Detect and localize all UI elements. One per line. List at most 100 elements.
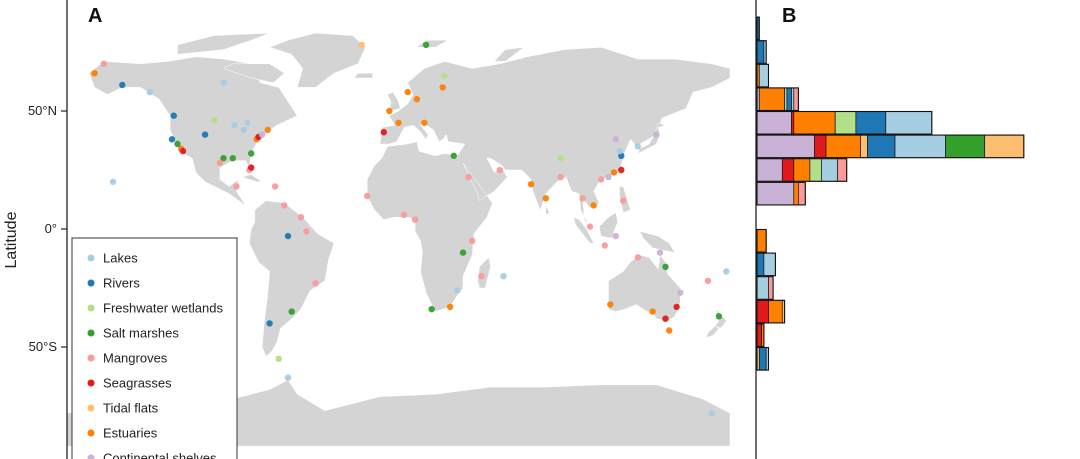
land-japan xyxy=(637,122,667,155)
bar-segment-seagrasses xyxy=(814,134,827,159)
bar-segment-continental-shelves xyxy=(756,111,792,135)
site-point-tidal-flats xyxy=(358,41,365,49)
bar-segment-seagrasses xyxy=(756,299,769,324)
site-point-freshwater-wetlands xyxy=(211,117,218,124)
site-point-mangroves xyxy=(557,173,564,181)
panel-b-histogram: B xyxy=(755,0,1025,459)
site-point-seagrasses xyxy=(662,315,669,322)
bar-segment-tidal-flats xyxy=(860,134,868,159)
legend-label: Salt marshes xyxy=(103,326,179,341)
land-cuba xyxy=(241,174,264,183)
bar-segment-mangroves xyxy=(837,158,848,182)
site-point-salt-marshes xyxy=(220,155,227,162)
site-point-mangroves xyxy=(281,202,288,209)
site-point-mangroves xyxy=(312,280,319,287)
bar-segment-estuaries xyxy=(793,111,836,135)
legend-swatch xyxy=(87,254,95,262)
site-points xyxy=(91,41,730,417)
site-point-continental-shelves xyxy=(259,131,266,138)
site-point-estuaries xyxy=(413,96,421,103)
site-point-lakes xyxy=(634,143,642,150)
site-point-lakes xyxy=(240,126,247,134)
site-point-rivers xyxy=(119,81,126,89)
site-point-lakes xyxy=(244,119,251,127)
site-point-estuaries xyxy=(386,107,393,115)
site-point-freshwater-wetlands xyxy=(441,72,448,79)
site-point-mangroves xyxy=(601,242,608,249)
bar-outline xyxy=(756,87,799,112)
site-point-estuaries xyxy=(610,169,618,176)
site-point-mangroves xyxy=(297,214,305,221)
site-point-mangroves xyxy=(469,237,476,244)
site-point-mangroves xyxy=(216,159,224,167)
land-baffin xyxy=(222,63,285,83)
bar-outline xyxy=(756,181,806,206)
legend-box xyxy=(71,237,238,459)
bar-segment-seagrasses xyxy=(781,158,795,182)
bar-segment-freshwater-wetlands xyxy=(834,111,857,135)
bar-segment-rivers xyxy=(855,111,887,135)
site-point-salt-marshes xyxy=(662,263,669,270)
site-point-mangroves xyxy=(400,211,408,218)
site-point-continental-shelves xyxy=(605,173,612,181)
site-point-lakes xyxy=(500,273,507,280)
site-point-lakes xyxy=(616,147,623,155)
land-sri-lanka xyxy=(545,205,550,216)
site-point-continental-shelves xyxy=(612,232,619,240)
land-svalbard xyxy=(416,39,449,48)
site-point-rivers xyxy=(266,320,273,327)
bar-segment-lakes xyxy=(763,252,776,277)
land-greenland xyxy=(268,32,366,88)
legend-swatch xyxy=(87,454,95,459)
site-point-rivers xyxy=(170,112,177,119)
site-point-lakes xyxy=(723,268,730,275)
bar-segment-salt-marshes xyxy=(945,134,986,159)
bar-segment-rivers xyxy=(867,134,896,159)
legend-label: Freshwater wetlands xyxy=(103,301,223,316)
panel-b-label: B xyxy=(782,5,796,27)
land-australia xyxy=(608,254,681,322)
bar-outline xyxy=(756,158,848,182)
legend-label: Mangroves xyxy=(103,351,168,366)
site-point-estuaries xyxy=(527,181,535,188)
site-point-estuaries xyxy=(607,301,614,308)
site-point-estuaries xyxy=(666,327,673,334)
bar-segment-estuaries xyxy=(768,299,783,324)
bar-outline xyxy=(756,110,933,135)
legend: Lakes Rivers Freshwater wetlands Salt marsh… xyxy=(71,237,238,459)
land-arctic-islands xyxy=(177,32,270,55)
land-nz-south xyxy=(705,325,720,339)
site-point-salt-marshes xyxy=(715,313,723,320)
site-point-mangroves xyxy=(634,254,642,261)
bar-segment-mangroves xyxy=(798,181,806,206)
site-point-rivers xyxy=(168,136,176,143)
site-point-estuaries xyxy=(590,202,597,209)
bar-outline xyxy=(756,276,774,300)
panel-a-map: 50°N 0° 50°S A xyxy=(28,0,731,459)
site-point-mangroves xyxy=(271,183,279,190)
bar-outline xyxy=(756,16,760,41)
y-tick-label: 50°N xyxy=(28,103,57,118)
site-point-estuaries xyxy=(649,308,656,315)
bar-segment-other xyxy=(984,134,1025,159)
land-south-america xyxy=(249,200,335,357)
bar-segment-rivers xyxy=(756,40,765,64)
bar-segment-seagrasses xyxy=(756,323,762,347)
site-point-estuaries xyxy=(91,70,98,77)
site-point-seagrasses xyxy=(380,129,387,136)
bar-outline xyxy=(756,346,770,371)
bar-segment-continental-shelves xyxy=(756,134,815,159)
bar-segment-lakes xyxy=(821,158,838,182)
site-point-salt-marshes xyxy=(248,150,255,157)
legend-label: Estuaries xyxy=(103,426,158,441)
site-point-mangroves xyxy=(465,173,472,181)
legend-swatch xyxy=(87,404,95,412)
land-iceland xyxy=(353,72,373,79)
bar-segment-estuaries xyxy=(793,158,811,182)
bar-segment-rivers xyxy=(758,347,767,371)
legend-label: Tidal flats xyxy=(103,401,159,416)
bar-segment-estuaries xyxy=(758,87,785,111)
bar-segment-lakes xyxy=(758,63,769,88)
site-point-salt-marshes xyxy=(428,306,435,313)
legend-swatch xyxy=(87,379,95,387)
